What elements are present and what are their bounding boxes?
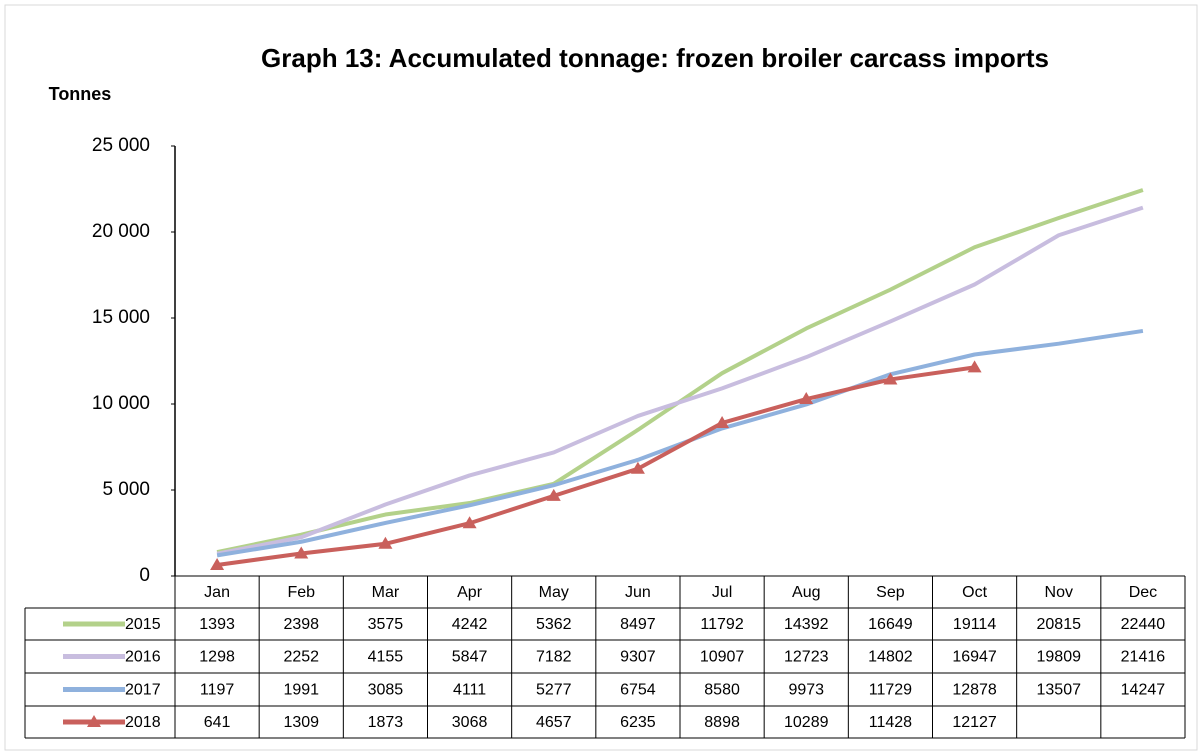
table-value: 22440 (1121, 616, 1166, 633)
x-tick-label: Oct (962, 584, 987, 601)
table-value: 5277 (536, 682, 572, 699)
table-value: 9973 (788, 682, 824, 699)
table-value: 11428 (869, 714, 912, 731)
table-value: 19114 (953, 616, 996, 633)
legend-marker (87, 715, 101, 727)
table-value: 3068 (452, 714, 488, 731)
table-value: 16947 (952, 649, 997, 666)
marker (799, 392, 814, 405)
table-value: 12878 (952, 682, 997, 699)
y-tick-label: 20 000 (92, 221, 150, 242)
marker (630, 461, 645, 474)
table-value: 7182 (536, 649, 572, 666)
table-value: 16649 (868, 616, 913, 633)
table-value: 6235 (620, 714, 656, 731)
marker (210, 557, 225, 570)
table-value: 3085 (368, 682, 404, 699)
table-value: 1991 (283, 682, 319, 699)
marker (546, 488, 561, 501)
y-tick-label: 15 000 (92, 307, 150, 328)
y-tick-label: 25 000 (92, 135, 150, 156)
y-tick-label: 0 (139, 565, 150, 586)
chart-title: Graph 13: Accumulated tonnage: frozen br… (261, 43, 1049, 73)
table-value: 4155 (368, 649, 404, 666)
marker (462, 516, 477, 529)
x-tick-label: Feb (287, 584, 315, 601)
x-tick-label: Dec (1129, 584, 1157, 601)
legend-label: 2016 (125, 649, 161, 666)
chart-border (4, 4, 1198, 751)
table-value: 11792 (700, 616, 743, 633)
table-value: 4111 (453, 682, 486, 699)
legend-label: 2015 (125, 616, 161, 633)
x-tick-label: May (539, 584, 569, 601)
table-value: 12127 (952, 714, 997, 731)
table-value: 14802 (868, 649, 913, 666)
table-value: 3575 (368, 616, 404, 633)
table-value: 641 (204, 714, 231, 731)
table-value: 19809 (1037, 649, 1082, 666)
table-value: 21416 (1121, 649, 1166, 666)
table-value: 8898 (704, 714, 740, 731)
x-tick-label: Apr (457, 584, 483, 601)
marker (715, 415, 730, 428)
table-value: 8497 (620, 616, 656, 633)
table-value: 6754 (620, 682, 656, 699)
table-value: 14392 (784, 616, 829, 633)
table-value: 1197 (200, 682, 235, 699)
line-series (216, 205, 1144, 556)
table-value: 11729 (869, 682, 912, 699)
line-series (216, 365, 975, 567)
y-axis-label: Tonnes (49, 84, 112, 104)
table-value: 1393 (199, 616, 235, 633)
table-value: 5847 (452, 649, 488, 666)
marker (967, 360, 982, 373)
table-value: 10289 (784, 714, 829, 731)
table-value: 4657 (536, 714, 572, 731)
marker (378, 536, 393, 549)
y-tick-label: 5 000 (102, 479, 150, 500)
y-tick-label: 10 000 (92, 393, 150, 414)
table-value: 13507 (1037, 682, 1082, 699)
table-value: 1873 (368, 714, 404, 731)
x-tick-label: Jun (625, 584, 651, 601)
table-value: 1298 (199, 649, 235, 666)
x-tick-label: Nov (1045, 584, 1073, 601)
x-tick-label: Jul (712, 584, 732, 601)
x-tick-label: Jan (204, 584, 230, 601)
table-value: 8580 (704, 682, 740, 699)
marker (883, 372, 898, 385)
table-value: 4242 (452, 616, 488, 633)
table-value: 20815 (1037, 616, 1082, 633)
marker (294, 546, 309, 559)
table-value: 2398 (283, 616, 319, 633)
x-tick-label: Aug (792, 584, 820, 601)
x-tick-label: Mar (372, 584, 400, 601)
legend-label: 2017 (125, 682, 161, 699)
table-value: 10907 (700, 649, 745, 666)
table-value: 9307 (620, 649, 656, 666)
x-tick-label: Sep (876, 584, 905, 601)
table-value: 5362 (536, 616, 572, 633)
table-value: 14247 (1121, 682, 1166, 699)
table-value: 2252 (283, 649, 319, 666)
table-value: 1309 (283, 714, 319, 731)
legend-label: 2018 (125, 714, 161, 731)
table-value: 12723 (784, 649, 829, 666)
